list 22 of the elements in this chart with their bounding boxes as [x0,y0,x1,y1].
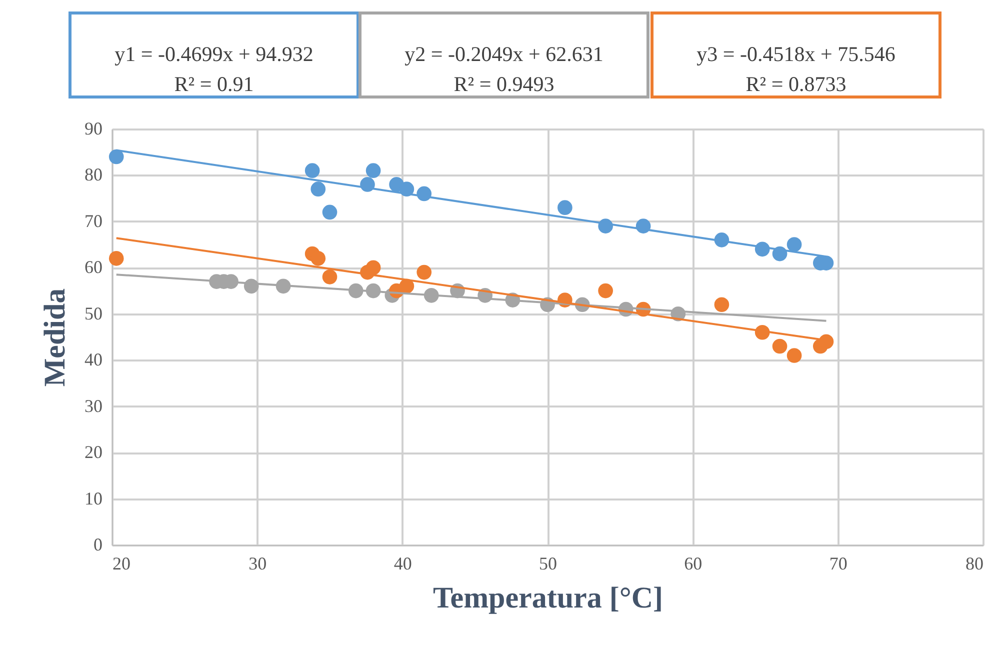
y-tick-label: 50 [84,303,102,324]
y-tick-label: 80 [84,164,102,185]
y-tick-label: 70 [84,210,102,231]
x-tick-label: 50 [539,554,557,574]
x-tick-label: 60 [684,554,702,574]
x-axis-title: Temperatura [°C] [432,582,664,614]
y-tick-label: 10 [84,488,102,508]
x-tick-label: 70 [829,554,848,574]
x-tick-label: 20 [112,554,130,574]
x-tick-label: 30 [248,554,267,574]
text: y3 = -0.4518x + 75.546 R² = 0.8733 [696,42,896,96]
text: y2 = -0.2049x + 62.631 R² = 0.9493 [404,42,604,96]
y-tick-label: 20 [84,442,102,462]
y-tick-label: 40 [84,350,102,370]
x-tick-label: 40 [394,554,412,574]
y-tick-label: 90 [84,118,102,138]
text: y1 = -0.4699x + 94.932 R² = 0.91 [114,42,314,96]
y-axis-title: Medida [38,288,72,387]
y-tick-label: 30 [84,396,102,416]
y-tick-label: 0 [94,534,102,554]
x-tick-label: 80 [966,554,984,574]
y-tick-label: 60 [84,257,102,278]
